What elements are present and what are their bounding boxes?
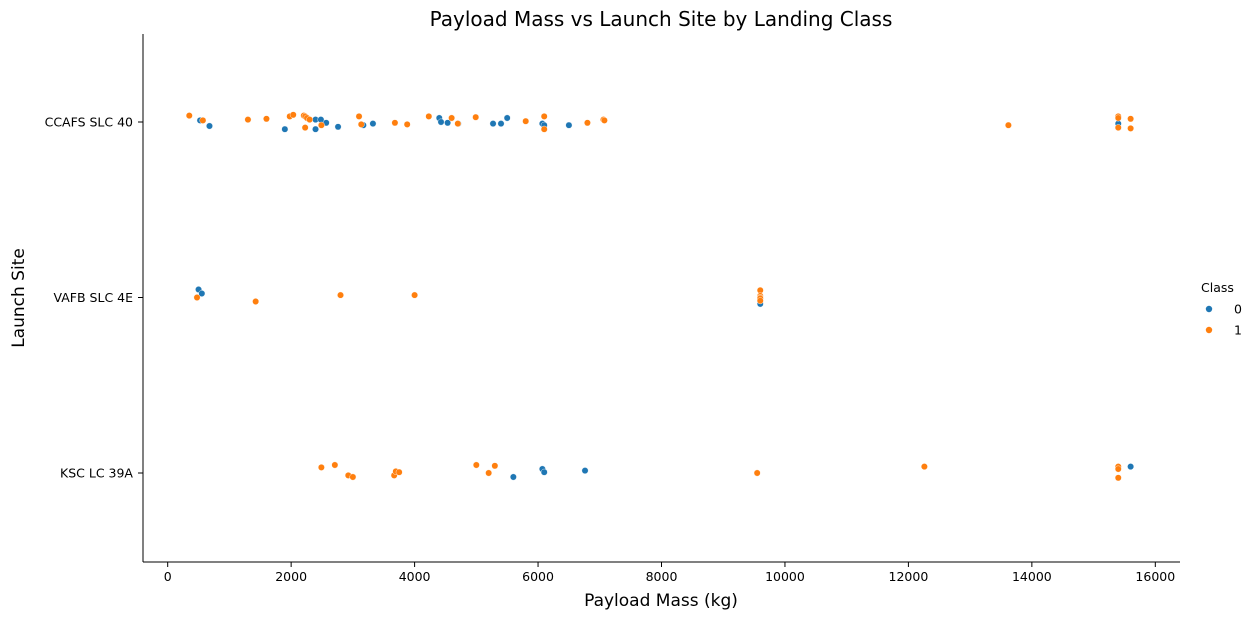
data-point-class-0: [312, 125, 319, 133]
data-point-class-1: [411, 291, 418, 299]
data-point-class-0: [444, 119, 452, 127]
data-point-class-1: [317, 463, 325, 471]
data-point-class-1: [244, 116, 252, 124]
data-point-class-1: [485, 469, 493, 477]
data-point-class-0: [437, 118, 445, 126]
data-point-class-0: [206, 122, 213, 130]
legend-title: Class: [1201, 280, 1234, 295]
x-tick-label: 10000: [765, 569, 805, 584]
x-tick-label: 14000: [1012, 569, 1052, 584]
data-point-class-1: [454, 120, 462, 128]
data-point-class-1: [349, 473, 357, 481]
data-point-class-1: [185, 112, 193, 120]
y-ticks: CCAFS SLC 40 VAFB SLC 4E KSC LC 39A: [45, 115, 143, 481]
data-point-class-1: [317, 121, 325, 129]
data-point-class-1: [491, 462, 499, 470]
data-point-class-1: [337, 291, 344, 299]
data-point-class-1: [540, 125, 548, 133]
data-point-class-1: [448, 114, 456, 122]
data-point-class-1: [472, 461, 480, 469]
data-point-class-1: [355, 113, 363, 120]
data-point-class-1: [289, 111, 297, 119]
data-point-class-0: [281, 125, 289, 133]
data-point-class-0: [503, 114, 511, 122]
data-points: [185, 111, 1135, 482]
x-tick-label: 0: [164, 569, 172, 584]
data-point-class-0: [369, 120, 377, 128]
y-tick-label: VAFB SLC 4E: [54, 290, 134, 305]
data-point-class-1: [391, 119, 399, 127]
data-point-class-0: [565, 121, 573, 129]
plot-area: 0 2000 4000 6000 8000 10000 12000 14000 16000 CC…: [45, 34, 1180, 584]
data-point-class-1: [756, 297, 764, 305]
x-tick-label: 8000: [646, 569, 678, 584]
legend-label-class-0: 0: [1234, 302, 1242, 317]
data-point-class-1: [425, 113, 433, 120]
data-point-class-1: [1127, 115, 1135, 123]
data-point-class-1: [540, 113, 548, 120]
x-tick-label: 16000: [1135, 569, 1175, 584]
data-point-class-0: [509, 473, 517, 481]
data-point-class-1: [1114, 465, 1122, 473]
data-point-class-1: [357, 121, 365, 128]
x-tick-label: 6000: [522, 569, 554, 584]
data-point-class-1: [920, 463, 928, 470]
y-tick-label: CCAFS SLC 40: [45, 115, 133, 130]
chart-title: Payload Mass vs Launch Site by Landing C…: [430, 7, 893, 31]
data-point-class-1: [263, 115, 270, 123]
data-point-class-0: [198, 290, 206, 297]
legend: Class 01: [1201, 280, 1242, 338]
data-point-class-0: [540, 468, 548, 476]
data-point-class-1: [403, 121, 411, 128]
data-point-class-0: [489, 120, 497, 128]
data-point-class-1: [395, 468, 403, 476]
data-point-class-1: [199, 117, 207, 124]
data-point-class-1: [584, 119, 591, 127]
x-tick-label: 12000: [889, 569, 929, 584]
data-point-class-0: [1127, 463, 1135, 470]
x-tick-label: 4000: [399, 569, 431, 584]
legend-marker-class-1: [1205, 326, 1213, 334]
data-point-class-0: [334, 123, 342, 131]
data-point-class-1: [306, 116, 314, 124]
data-point-class-0: [497, 120, 505, 128]
legend-entries: 01: [1205, 302, 1242, 338]
x-axis-label: Payload Mass (kg): [584, 591, 738, 611]
data-point-class-1: [1114, 474, 1122, 482]
x-ticks: 0 2000 4000 6000 8000 10000 12000 14000 16000: [164, 562, 1175, 584]
legend-label-class-1: 1: [1234, 323, 1242, 338]
x-tick-label: 2000: [275, 569, 307, 584]
data-point-class-1: [753, 469, 761, 477]
data-point-class-1: [193, 294, 201, 301]
data-point-class-1: [1114, 114, 1122, 122]
data-point-class-1: [472, 113, 480, 121]
data-point-class-1: [1127, 124, 1135, 132]
data-point-class-1: [301, 124, 309, 132]
data-point-class-1: [601, 117, 608, 124]
data-point-class-0: [581, 467, 589, 474]
data-point-class-1: [1114, 124, 1122, 132]
legend-marker-class-0: [1205, 305, 1213, 313]
data-point-class-1: [252, 298, 260, 305]
data-point-class-1: [522, 117, 530, 125]
y-tick-label: KSC LC 39A: [60, 466, 133, 481]
y-axis-label: Launch Site: [9, 248, 29, 348]
data-point-class-1: [1005, 121, 1012, 129]
data-point-class-1: [331, 461, 339, 469]
